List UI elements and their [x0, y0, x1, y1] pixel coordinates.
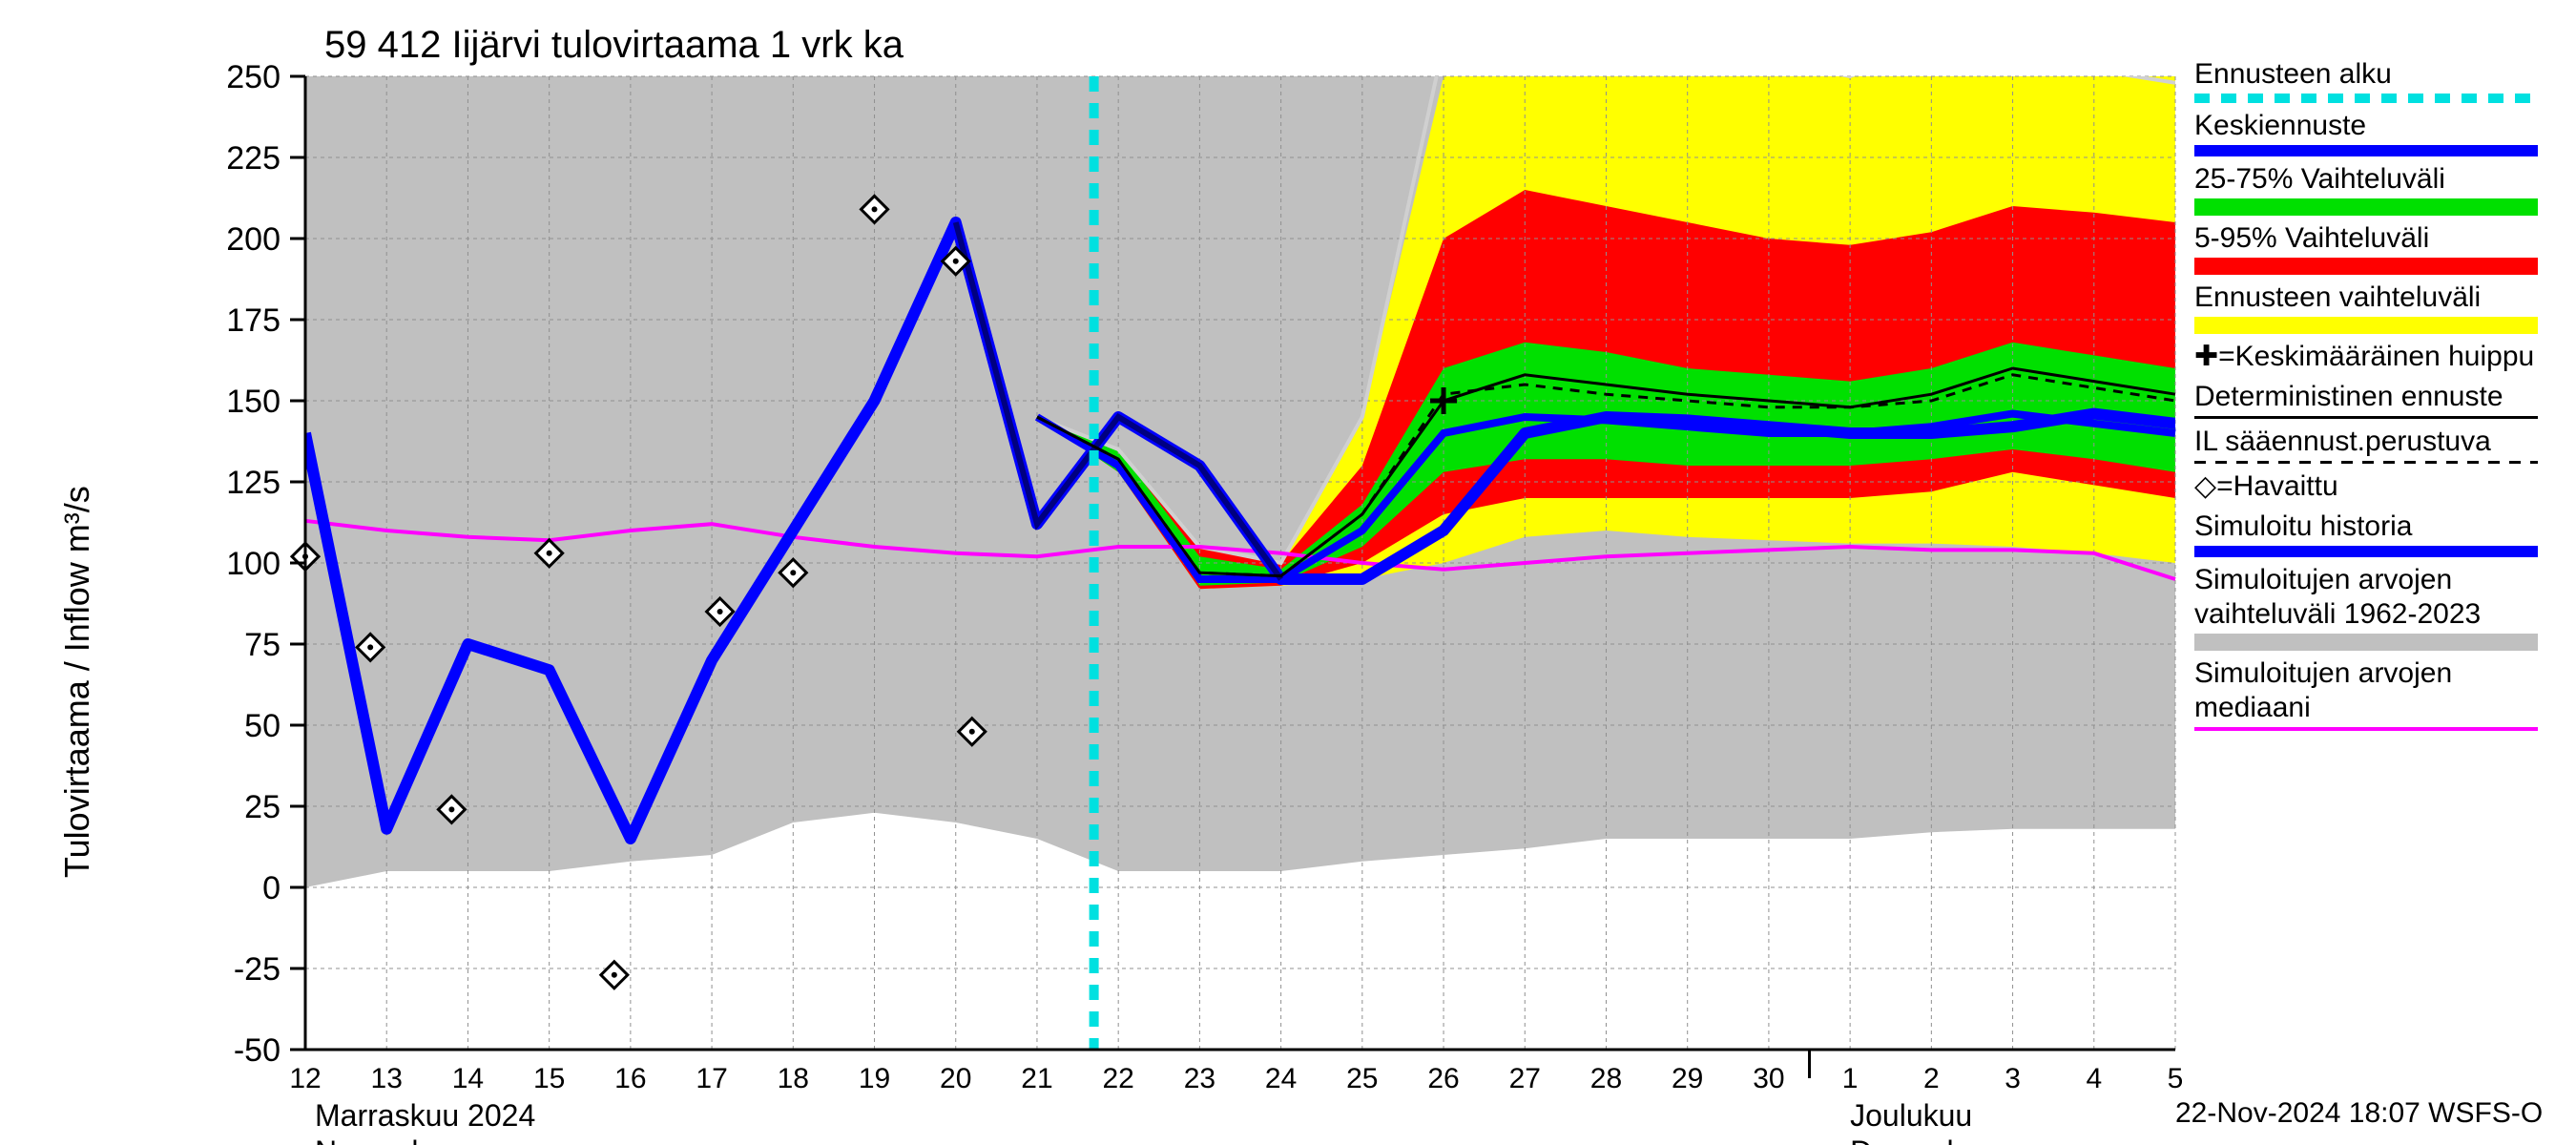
- svg-text:18: 18: [778, 1063, 809, 1094]
- svg-text:59 412 Iijärvi tulovirtaama 1: 59 412 Iijärvi tulovirtaama 1 vrk ka: [324, 24, 904, 66]
- legend-item: IL sääennust.perustuva: [2194, 425, 2557, 464]
- legend-label: Simuloitujen arvojen vaihteluväli 1962-2…: [2194, 563, 2557, 632]
- legend-label: Ennusteen vaihteluväli: [2194, 281, 2557, 315]
- svg-text:Marraskuu 2024: Marraskuu 2024: [315, 1098, 535, 1133]
- legend-label: Simuloitujen arvojen mediaani: [2194, 656, 2557, 725]
- legend-item: Ennusteen alku: [2194, 57, 2557, 103]
- svg-text:12: 12: [289, 1063, 321, 1094]
- svg-text:November: November: [315, 1135, 456, 1145]
- legend-swatch: [2194, 546, 2538, 557]
- svg-text:20: 20: [940, 1063, 971, 1094]
- legend: Ennusteen alku Keskiennuste 25-75% Vaihtel…: [2194, 57, 2557, 737]
- svg-text:-25: -25: [234, 951, 280, 988]
- legend-label: Simuloitu historia: [2194, 510, 2557, 544]
- svg-text:25: 25: [1346, 1063, 1378, 1094]
- svg-text:250: 250: [226, 59, 280, 95]
- svg-text:150: 150: [226, 384, 280, 420]
- svg-text:-50: -50: [234, 1032, 280, 1069]
- y-axis-label: Tulovirtaama / Inflow m³/s: [57, 486, 97, 878]
- legend-label: Ennusteen alku: [2194, 57, 2557, 92]
- legend-item: Simuloitujen arvojen vaihteluväli 1962-2…: [2194, 563, 2557, 651]
- svg-text:2: 2: [1923, 1063, 1940, 1094]
- svg-text:50: 50: [244, 708, 280, 744]
- svg-text:16: 16: [614, 1063, 646, 1094]
- legend-item: 25-75% Vaihteluväli: [2194, 162, 2557, 216]
- svg-text:1: 1: [1842, 1063, 1859, 1094]
- svg-text:24: 24: [1265, 1063, 1297, 1094]
- footer-timestamp: 22-Nov-2024 18:07 WSFS-O: [2175, 1097, 2543, 1130]
- svg-text:3: 3: [2005, 1063, 2021, 1094]
- svg-text:5: 5: [2168, 1063, 2184, 1094]
- legend-label: Deterministinen ennuste: [2194, 380, 2557, 414]
- legend-item: Simuloitu historia: [2194, 510, 2557, 557]
- svg-text:100: 100: [226, 546, 280, 582]
- legend-label: ✚=Keskimääräinen huippu: [2194, 340, 2557, 374]
- legend-swatch: [2194, 198, 2538, 216]
- legend-item: Keskiennuste: [2194, 109, 2557, 156]
- svg-text:December: December: [1850, 1135, 1991, 1145]
- svg-text:30: 30: [1753, 1063, 1784, 1094]
- legend-label: IL sääennust.perustuva: [2194, 425, 2557, 459]
- legend-item: Simuloitujen arvojen mediaani: [2194, 656, 2557, 731]
- svg-text:29: 29: [1672, 1063, 1703, 1094]
- chart-container: -50-250255075100125150175200225250121314…: [0, 0, 2576, 1145]
- legend-item: 5-95% Vaihteluväli: [2194, 221, 2557, 275]
- svg-text:14: 14: [452, 1063, 484, 1094]
- legend-label: 25-75% Vaihteluväli: [2194, 162, 2557, 197]
- legend-swatch: [2194, 461, 2538, 464]
- chart-svg: -50-250255075100125150175200225250121314…: [0, 0, 2576, 1145]
- svg-text:15: 15: [533, 1063, 565, 1094]
- svg-text:25: 25: [244, 789, 280, 825]
- svg-text:4: 4: [2086, 1063, 2102, 1094]
- legend-swatch: [2194, 416, 2538, 419]
- svg-text:28: 28: [1590, 1063, 1622, 1094]
- legend-label: Keskiennuste: [2194, 109, 2557, 143]
- legend-label: 5-95% Vaihteluväli: [2194, 221, 2557, 256]
- svg-text:22: 22: [1102, 1063, 1133, 1094]
- svg-text:Joulukuu: Joulukuu: [1850, 1098, 1972, 1133]
- legend-swatch: [2194, 727, 2538, 731]
- legend-swatch: [2194, 317, 2538, 334]
- svg-text:23: 23: [1184, 1063, 1215, 1094]
- legend-item: ✚=Keskimääräinen huippu: [2194, 340, 2557, 374]
- legend-swatch: [2194, 634, 2538, 651]
- svg-text:175: 175: [226, 302, 280, 339]
- legend-label: ◇=Havaittu: [2194, 469, 2557, 504]
- svg-text:19: 19: [859, 1063, 890, 1094]
- legend-item: Deterministinen ennuste: [2194, 380, 2557, 419]
- legend-swatch: [2194, 258, 2538, 275]
- svg-text:17: 17: [696, 1063, 727, 1094]
- svg-text:0: 0: [262, 870, 280, 906]
- svg-text:27: 27: [1509, 1063, 1541, 1094]
- svg-text:13: 13: [371, 1063, 403, 1094]
- svg-text:75: 75: [244, 627, 280, 663]
- svg-text:21: 21: [1021, 1063, 1052, 1094]
- legend-item: Ennusteen vaihteluväli: [2194, 281, 2557, 334]
- svg-text:225: 225: [226, 140, 280, 177]
- svg-text:200: 200: [226, 221, 280, 258]
- legend-swatch: [2194, 145, 2538, 156]
- svg-text:26: 26: [1427, 1063, 1459, 1094]
- legend-swatch: [2194, 94, 2538, 103]
- svg-text:125: 125: [226, 465, 280, 501]
- legend-item: ◇=Havaittu: [2194, 469, 2557, 504]
